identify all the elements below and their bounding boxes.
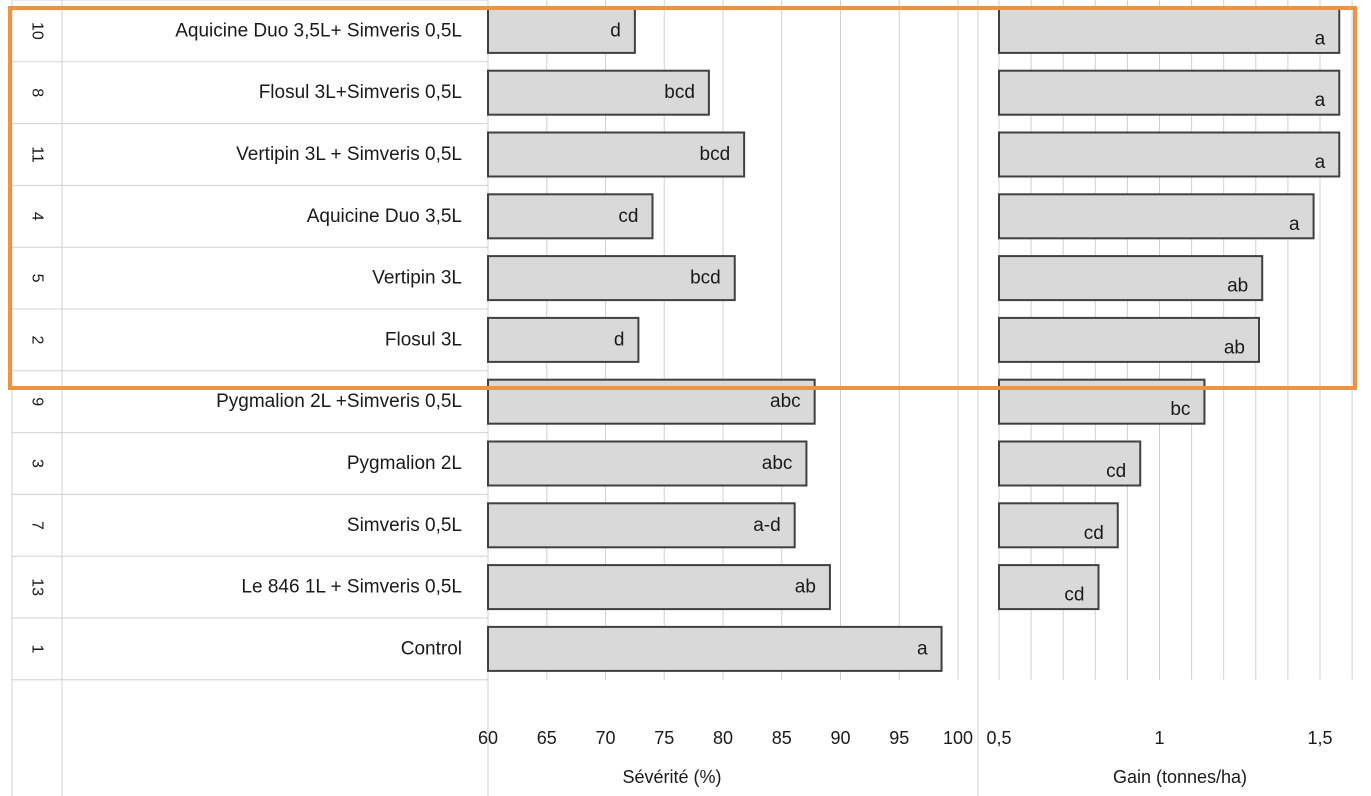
treatment-label: Simveris 0,5L <box>347 515 462 536</box>
treatment-label: Flosul 3L <box>385 329 462 350</box>
gain-bar <box>998 564 1100 611</box>
gain-group-label: a <box>1315 152 1326 173</box>
severity-bar <box>487 69 710 116</box>
gain-group-label: cd <box>1106 461 1126 482</box>
treatment-label: Aquicine Duo 3,5L <box>307 206 462 227</box>
severity-tick-label: 60 <box>478 728 498 748</box>
gain-bar <box>998 193 1315 240</box>
severity-tick-label: 85 <box>772 728 792 748</box>
row-id: 5 <box>29 274 46 283</box>
severity-tick-label: 95 <box>889 728 909 748</box>
gain-group-label: bc <box>1170 399 1190 420</box>
severity-group-label: d <box>614 329 625 350</box>
severity-tick-label: 80 <box>713 728 733 748</box>
severity-bar <box>487 316 640 363</box>
gain-group-label: cd <box>1084 523 1104 544</box>
gain-group-label: a <box>1315 90 1326 111</box>
treatment-label: Vertipin 3L <box>372 268 462 289</box>
treatment-label: Flosul 3L+Simveris 0,5L <box>259 82 462 103</box>
gain-bar <box>998 255 1264 302</box>
severity-group-label: cd <box>618 206 638 227</box>
row-id: 2 <box>29 335 46 344</box>
x-axis-label-gain: Gain (tonnes/ha) <box>1113 767 1247 787</box>
row-id: 1 <box>29 644 46 653</box>
treatment-label: Vertipin 3L + Simveris 0,5L <box>236 144 462 165</box>
treatment-label: Aquicine Duo 3,5L+ Simveris 0,5L <box>175 20 462 41</box>
gain-group-label: ab <box>1227 276 1248 297</box>
row-id: 3 <box>29 459 46 468</box>
bar-layer <box>487 7 1341 672</box>
row-id: 10 <box>28 22 45 40</box>
gain-tick-label: 0,5 <box>986 728 1011 748</box>
gain-bar <box>998 440 1142 487</box>
gain-bar <box>998 316 1261 363</box>
severity-bar <box>487 440 808 487</box>
gain-bar <box>998 502 1119 549</box>
severity-tick-label: 90 <box>830 728 850 748</box>
gain-bar <box>998 69 1341 116</box>
severity-bar <box>487 131 746 178</box>
x-axis-label-severity: Sévérité (%) <box>622 767 721 787</box>
row-id: 13 <box>29 578 46 596</box>
gain-group-label: ab <box>1224 337 1245 358</box>
severity-group-label: ab <box>795 577 816 598</box>
severity-bar <box>487 502 796 549</box>
severity-bar <box>487 564 831 611</box>
treatment-label: Pygmalion 2L +Simveris 0,5L <box>216 391 462 412</box>
severity-group-label: bcd <box>664 82 695 103</box>
row-id: 4 <box>29 212 46 221</box>
severity-group-label: a-d <box>753 515 780 536</box>
gain-tick-label: 1 <box>1154 728 1164 748</box>
gain-bar <box>998 7 1341 54</box>
gain-bar <box>998 131 1341 178</box>
gain-group-label: a <box>1289 214 1300 235</box>
severity-group-label: bcd <box>700 144 731 165</box>
gain-tick-label: 1,5 <box>1307 728 1332 748</box>
row-id: 9 <box>29 397 46 406</box>
severity-tick-label: 65 <box>537 728 557 748</box>
severity-bar <box>487 193 654 240</box>
row-id: 7 <box>29 521 46 530</box>
severity-group-label: abc <box>770 391 801 412</box>
gain-group-label: cd <box>1064 585 1084 606</box>
treatment-label: Le 846 1L + Simveris 0,5L <box>241 577 462 598</box>
severity-bar <box>487 7 636 54</box>
severity-tick-label: 75 <box>654 728 674 748</box>
severity-bar <box>487 625 943 672</box>
severity-group-label: d <box>610 20 621 41</box>
severity-group-label: bcd <box>690 268 721 289</box>
severity-group-label: abc <box>762 453 793 474</box>
highlight-box <box>8 6 1357 390</box>
text-layer: 10 Aquicine Duo 3,5L+ Simveris 0,5L d a 8 Flo… <box>28 20 1332 748</box>
gain-group-label: a <box>1315 28 1326 49</box>
severity-group-label: a <box>917 638 928 659</box>
severity-tick-label: 70 <box>595 728 615 748</box>
row-id: 8 <box>29 88 46 97</box>
treatment-label: Pygmalion 2L <box>347 453 462 474</box>
treatment-label: Control <box>401 638 462 659</box>
severity-bar <box>487 255 736 302</box>
row-id: 11 <box>29 146 46 163</box>
severity-tick-label: 100 <box>943 728 973 748</box>
